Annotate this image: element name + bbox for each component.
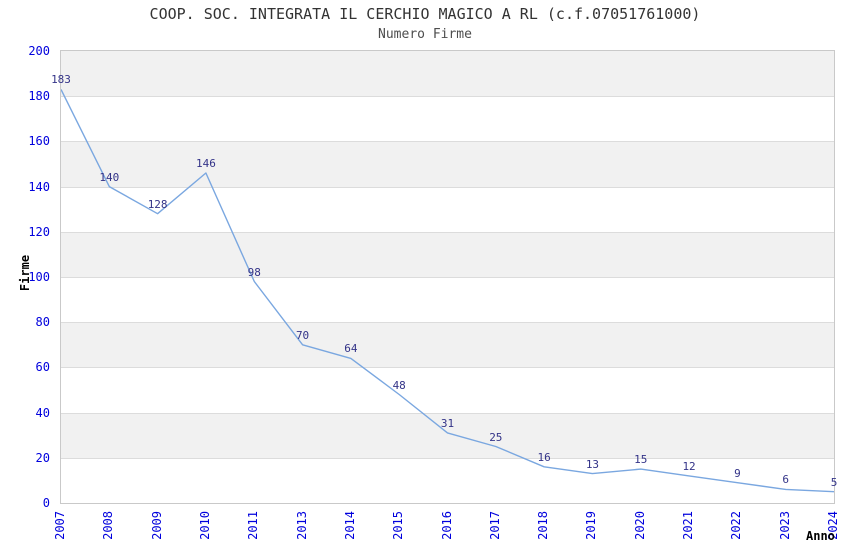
data-point-label: 70 <box>295 328 310 342</box>
plot-area <box>60 50 835 504</box>
y-tick-label: 60 <box>35 360 50 375</box>
x-tick-label: 2008 <box>101 511 116 540</box>
x-tick-label: 2014 <box>342 511 357 540</box>
background-band <box>61 186 834 232</box>
gridline <box>61 141 834 143</box>
background-band <box>61 412 834 458</box>
gridline <box>61 457 834 459</box>
x-axis-title: Anno <box>806 529 835 543</box>
background-band <box>61 96 834 142</box>
gridline <box>61 186 834 188</box>
data-point-label: 128 <box>147 197 168 211</box>
x-tick-label: 2021 <box>681 511 696 540</box>
data-point-label: 16 <box>537 450 551 464</box>
y-tick-label: 100 <box>28 270 50 284</box>
data-point-label: 5 <box>830 475 838 489</box>
data-point-label: 140 <box>99 170 120 184</box>
y-tick-label: 0 <box>42 496 50 510</box>
data-point-label: 183 <box>51 73 71 87</box>
chart-title: COOP. SOC. INTEGRATA IL CERCHIO MAGICO A… <box>149 5 701 23</box>
y-tick-label: 180 <box>28 89 50 104</box>
x-tick-label: 2007 <box>53 511 67 540</box>
data-point-label: 9 <box>734 466 741 480</box>
data-point-label: 64 <box>344 342 358 356</box>
x-tick-label: 2009 <box>149 511 164 540</box>
y-tick-label: 120 <box>28 224 50 239</box>
chart-subtitle: Numero Firme <box>378 27 472 42</box>
gridline <box>61 231 834 233</box>
background-band <box>61 367 834 413</box>
background-band <box>61 141 834 187</box>
x-tick-label: 2019 <box>584 511 599 540</box>
y-tick-label: 40 <box>35 405 50 420</box>
x-tick-label: 2022 <box>729 511 744 540</box>
background-band <box>61 231 834 277</box>
x-tick-label: 2017 <box>487 511 502 540</box>
data-point-label: 6 <box>782 473 789 487</box>
data-point-label: 98 <box>247 265 261 279</box>
y-tick-label: 200 <box>28 44 50 58</box>
x-tick-label: 2016 <box>439 511 454 540</box>
background-band <box>61 457 834 503</box>
gridline <box>61 322 834 324</box>
x-tick-label: 2011 <box>246 511 261 540</box>
data-point-label: 48 <box>392 378 406 392</box>
y-tick-label: 160 <box>28 134 50 149</box>
y-tick-label: 80 <box>35 315 50 330</box>
y-tick-label: 20 <box>35 450 50 465</box>
x-tick-label: 2015 <box>391 511 406 540</box>
background-band <box>61 51 834 97</box>
x-tick-label: 2023 <box>777 511 792 540</box>
x-tick-label: 2013 <box>294 511 309 540</box>
background-band <box>61 277 834 323</box>
data-point-label: 13 <box>585 457 600 471</box>
y-tick-label: 140 <box>28 179 50 194</box>
x-tick-label: 2020 <box>632 511 647 540</box>
x-tick-label: 2018 <box>536 511 551 540</box>
line-series <box>61 89 834 493</box>
data-point-label: 12 <box>682 459 696 473</box>
data-point-label: 31 <box>440 416 455 430</box>
background-band <box>61 322 834 368</box>
gridline <box>61 277 834 278</box>
data-point-label: 146 <box>196 157 216 171</box>
data-point-label: 25 <box>489 430 503 444</box>
gridline <box>61 412 834 414</box>
data-point-label: 15 <box>634 453 648 467</box>
y-axis-title: Firme <box>18 254 32 292</box>
x-tick-label: 2010 <box>197 511 212 540</box>
gridline <box>61 96 834 98</box>
gridline <box>61 367 834 369</box>
